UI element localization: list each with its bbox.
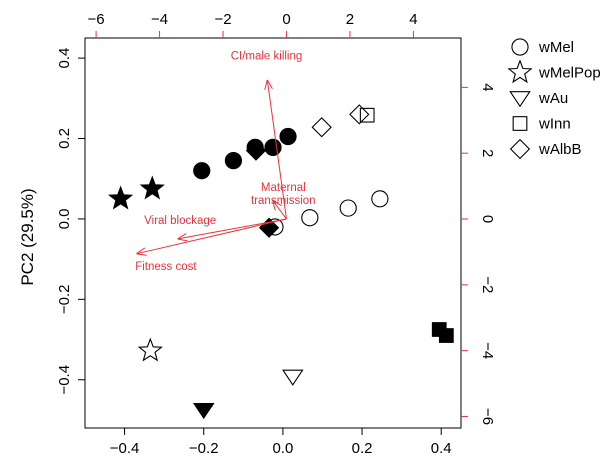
vector-label: Fitness cost [135,261,197,273]
right-tick-label: 0 [479,215,496,223]
legend-triangle-down-icon [509,91,531,108]
data-point-diamond-open [311,117,332,138]
legend-label: wAlbB [538,141,582,158]
data-point-star-open [137,337,163,362]
legend-label: wMel [538,39,574,56]
vector-label: Maternal transmission [251,182,316,207]
y-axis-title: PC2 (29.5%) [18,188,37,285]
x-tick-label: 0.0 [272,440,293,457]
data-point-star-filled [108,185,134,210]
legend-label: wAu [538,90,568,107]
top-tick-label: −6 [88,11,105,28]
data-point-circle-open [371,190,389,208]
y-tick-label: −0.4 [56,365,73,395]
data-point-diamond-filled [245,140,267,161]
vector-label-line: Maternal [261,182,306,194]
legend-diamond-icon [509,138,531,160]
right-tick-label: 4 [479,83,496,91]
data-point-circle-filled [264,138,282,156]
data-point-star-filled [139,175,165,200]
data-point-circle-open [339,199,357,217]
x-tick-label: −0.2 [189,440,219,457]
right-tick-label: −2 [479,276,496,293]
x-tick-label: −0.4 [110,440,140,457]
loading-arrow [179,218,287,239]
legend-star-icon [507,59,533,84]
x-tick-label: 0.2 [352,440,373,457]
legend-label: wInn [538,116,571,133]
right-tick-label: 2 [479,149,496,157]
y-tick-label: 0.2 [56,128,73,149]
y-tick-label: −0.2 [56,285,73,315]
right-tick-label: −6 [479,408,496,425]
data-point-circle-filled [279,127,297,146]
legend-circle-icon [511,38,529,56]
vector-label: Viral blockage [144,215,216,227]
vector-label: CI/male killing [231,50,303,62]
data-point-triangle-down-open [282,369,304,386]
plot-frame [84,37,462,429]
data-point-circle-filled [193,162,211,180]
vector-label-line: Viral blockage [144,215,216,227]
vector-label-line: Fitness cost [135,261,197,273]
loading-arrow [137,218,287,254]
top-tick-label: 4 [409,11,417,28]
vector-label-line: CI/male killing [231,50,303,62]
y-tick-label: 0.4 [56,48,73,69]
plot-area: −0.4 −0.2 0.0 0.2 0.4 −0.4 −0.2 0.0 0.2 0.4 PC2 (2… [18,11,601,457]
data-point-square-filled [438,328,454,343]
vector-label-line: transmission [251,195,316,207]
loading-arrow [273,201,287,220]
data-point-triangle-down-filled [192,403,215,420]
top-tick-label: 0 [282,11,290,28]
x-tick-label: 0.4 [431,440,452,457]
y-tick-label: 0.0 [56,208,73,229]
top-tick-label: 2 [346,11,354,28]
data-point-circle-open [301,209,319,227]
legend-square-icon [512,116,528,131]
data-point-diamond-open [349,104,370,125]
data-point-square-open [359,107,375,123]
data-point-circle-filled [224,152,243,170]
loading-arrow [267,81,287,220]
legend-label: wMelPop [538,65,601,82]
right-tick-label: −4 [479,342,496,359]
top-tick-label: −4 [151,11,168,28]
top-tick-label: −2 [214,11,231,28]
